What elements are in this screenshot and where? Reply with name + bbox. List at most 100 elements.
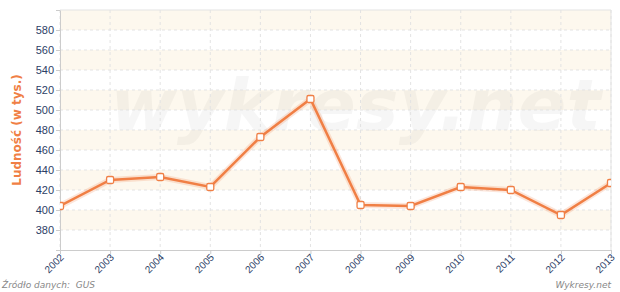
x-tick: 2002 [42, 250, 66, 275]
y-tick-label: 460 [36, 144, 54, 156]
y-tick-label: 500 [36, 104, 54, 116]
y-tick: 380 [36, 224, 60, 236]
y-grid-line [60, 130, 611, 131]
site-credit: Wykresy.net [555, 280, 611, 290]
data-point [107, 177, 114, 184]
x-tick: 2009 [393, 250, 417, 275]
y-grid-line [60, 170, 611, 171]
data-line [60, 99, 611, 215]
x-grid-line [310, 10, 311, 250]
x-tick: 2013 [593, 250, 617, 275]
x-grid-line [410, 10, 411, 250]
x-tick-mark [210, 250, 211, 254]
x-axis-line [61, 251, 612, 255]
grid-band [60, 10, 611, 30]
x-tick: 2006 [243, 250, 267, 275]
y-tick-mark [56, 110, 60, 111]
y-tick-label: 560 [36, 44, 54, 56]
x-tick-mark [310, 250, 311, 254]
data-point [507, 187, 514, 194]
y-tick-label: 380 [36, 224, 54, 236]
y-tick-label: 400 [36, 204, 54, 216]
x-tick: 2012 [543, 250, 567, 275]
x-tick-label: 2004 [143, 251, 167, 275]
data-point [60, 203, 64, 210]
y-axis-line [56, 11, 61, 251]
x-tick-mark [611, 250, 612, 254]
y-tick: 420 [36, 184, 60, 196]
x-grid-line [210, 10, 211, 250]
plot-area [60, 96, 611, 219]
data-point [557, 212, 564, 219]
x-axis: 2002200320042005200620072008200920102011… [42, 250, 617, 275]
y-tick-mark [56, 130, 60, 131]
x-tick-label: 2008 [343, 251, 367, 275]
x-tick-mark [561, 250, 562, 254]
y-tick-mark [56, 150, 60, 151]
plot-frame-top [60, 10, 611, 11]
y-tick-label: 480 [36, 124, 54, 136]
data-point [457, 184, 464, 191]
x-tick: 2010 [443, 250, 467, 275]
y-tick: 460 [36, 144, 60, 156]
y-tick-mark [56, 190, 60, 191]
y-tick: 540 [36, 64, 60, 76]
x-tick-label: 2007 [293, 251, 317, 275]
x-grid-line [360, 10, 361, 250]
y-tick: 440 [36, 164, 60, 176]
x-grid-line [611, 10, 612, 250]
y-grid-line [60, 50, 611, 51]
x-tick-mark [260, 250, 261, 254]
y-tick-label: 440 [36, 164, 54, 176]
y-tick-mark [56, 90, 60, 91]
grid-band [60, 210, 611, 230]
data-point [157, 174, 164, 181]
y-grid-line [60, 210, 611, 211]
plot-background [60, 10, 611, 230]
x-tick-mark [461, 250, 462, 254]
x-tick: 2008 [343, 250, 367, 275]
x-tick-label: 2002 [42, 251, 66, 275]
x-tick-mark [110, 250, 111, 254]
data-point [407, 203, 414, 210]
source-note: Źródło danych: GUS [1, 279, 95, 290]
x-tick-label: 2005 [193, 251, 217, 275]
grid [60, 10, 611, 250]
y-tick: 500 [36, 104, 60, 116]
x-tick-label: 2006 [243, 251, 267, 275]
y-tick: 560 [36, 44, 60, 56]
watermark: wykresy.net [110, 63, 603, 147]
y-grid-line [60, 90, 611, 91]
data-line-shadow [60, 99, 611, 215]
x-grid-line [110, 10, 111, 250]
x-tick-mark [511, 250, 512, 254]
data-point [257, 134, 264, 141]
x-tick-label: 2011 [494, 251, 517, 274]
x-grid-line [160, 10, 161, 250]
y-tick: 580 [36, 24, 60, 36]
y-grid-line [60, 70, 611, 71]
y-tick: 400 [36, 204, 60, 216]
y-grid-line [60, 110, 611, 111]
x-tick-mark [361, 250, 362, 254]
x-tick-mark [160, 250, 161, 254]
x-tick: 2004 [143, 250, 167, 275]
y-tick: 520 [36, 84, 60, 96]
y-tick-mark [56, 170, 60, 171]
y-grid-line [60, 230, 611, 231]
y-tick: 480 [36, 124, 60, 136]
x-tick: 2005 [193, 250, 217, 275]
data-point [608, 180, 612, 187]
x-tick-mark [411, 250, 412, 254]
x-tick-label: 2010 [443, 251, 467, 275]
y-tick-mark [56, 230, 60, 231]
y-tick-label: 540 [36, 64, 54, 76]
y-tick-mark [56, 210, 60, 211]
y-tick-mark [56, 30, 60, 31]
x-tick-mark [60, 250, 61, 254]
y-tick-label: 580 [36, 24, 54, 36]
x-tick: 2011 [494, 250, 517, 275]
data-point [357, 202, 364, 209]
y-axis: 380 400 420 440 460 480 500 520 540 560 580 [36, 11, 61, 251]
y-tick-mark [56, 50, 60, 51]
